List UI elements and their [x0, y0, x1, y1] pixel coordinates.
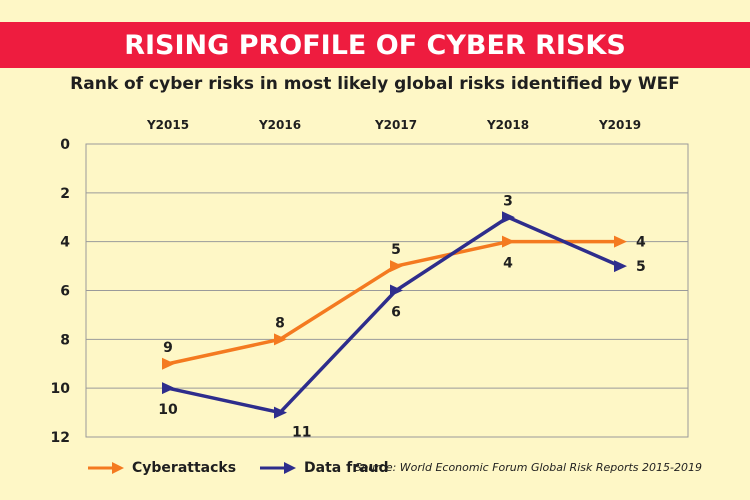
y-tick-label: 4: [60, 235, 70, 251]
cyberattacks-data-label: 4: [636, 235, 646, 251]
legend-label-data-fraud: Data fraud: [304, 460, 389, 476]
cyberattacks-point: [502, 235, 515, 248]
data-fraud-point: [390, 284, 403, 297]
cyberattacks-point: [274, 333, 287, 346]
legend-item-data-fraud: Data fraud: [258, 460, 389, 476]
y-tick-label: 8: [60, 332, 70, 348]
x-tick-label: Y2018: [486, 118, 529, 132]
y-tick-label: 6: [60, 284, 70, 300]
y-tick-label: 2: [60, 186, 70, 202]
x-tick-label: Y2016: [258, 118, 301, 132]
cyberattacks-data-label: 9: [163, 340, 173, 356]
cyberattacks-point: [614, 235, 627, 248]
data-fraud-point: [162, 382, 175, 395]
data-fraud-data-label: 10: [158, 402, 178, 418]
cyberattacks-point: [390, 260, 403, 273]
data-fraud-data-label: 5: [636, 259, 646, 275]
data-fraud-data-label: 11: [292, 425, 311, 441]
legend: Cyberattacks Data fraud: [86, 458, 389, 478]
cyberattacks-data-label: 5: [391, 242, 401, 258]
data-fraud-point: [502, 211, 515, 224]
data-fraud-legend-marker-icon: [260, 462, 297, 474]
legend-label-cyberattacks: Cyberattacks: [132, 460, 237, 476]
x-tick-label: Y2017: [374, 118, 417, 132]
data-fraud-data-label: 6: [391, 305, 401, 321]
data-fraud-data-label: 3: [503, 193, 513, 209]
cyberattacks-line: [167, 239, 620, 366]
cyberattacks-data-label: 4: [503, 256, 513, 272]
y-tick-label: 0: [60, 137, 70, 153]
cyberattacks-data-label: 8: [275, 315, 285, 331]
y-tick-label: 10: [51, 381, 71, 397]
x-tick-label: Y2015: [146, 118, 189, 132]
x-tick-label: Y2019: [598, 118, 641, 132]
title-banner: RISING PROFILE OF CYBER RISKS: [0, 22, 750, 68]
cyberattacks-legend-marker-icon: [88, 462, 124, 474]
page-title: RISING PROFILE OF CYBER RISKS: [124, 29, 626, 61]
chart-subtitle: Rank of cyber risks in most likely globa…: [70, 74, 680, 94]
cyberattacks-point: [162, 357, 175, 370]
data-fraud-point: [614, 260, 627, 273]
legend-item-cyberattacks: Cyberattacks: [86, 460, 236, 476]
source-note: Source: World Economic Forum Global Risk…: [354, 461, 702, 474]
y-tick-label: 12: [51, 430, 70, 446]
data-fraud-point: [274, 406, 287, 419]
